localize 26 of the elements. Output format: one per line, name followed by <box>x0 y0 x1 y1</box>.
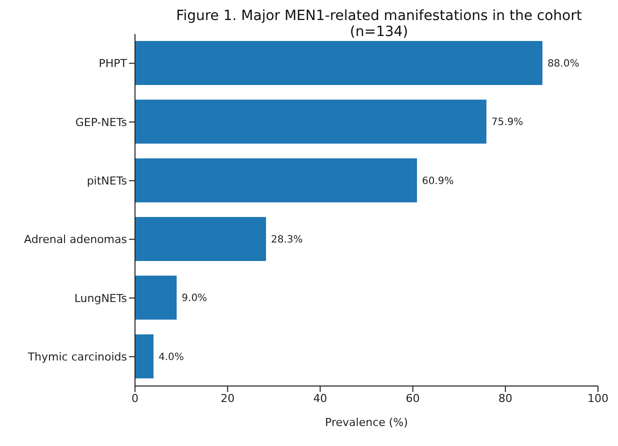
data-label: 28.3% <box>271 234 303 246</box>
y-tick-label: Thymic carcinoids <box>26 350 128 364</box>
x-tick-label: 0 <box>132 392 138 405</box>
x-tick-label: 60 <box>406 392 420 405</box>
chart-title: Figure 1. Major MEN1-related manifestations in the cohort (n=134) <box>175 8 583 40</box>
data-label: 60.9% <box>422 176 454 187</box>
y-tick-label: PHPT <box>98 57 128 70</box>
bar <box>135 217 266 261</box>
bar <box>135 334 154 378</box>
bar <box>135 41 542 85</box>
bar <box>135 100 486 144</box>
data-label: 75.9% <box>491 117 524 128</box>
y-tick-label: LungNETs <box>74 292 128 305</box>
data-label: 9.0% <box>182 293 208 304</box>
x-axis-title: Prevalence (%) <box>325 416 408 429</box>
bar <box>135 276 177 320</box>
y-tick-label: pitNETs <box>86 174 128 188</box>
y-tick-label: Adrenal adenomas <box>24 233 128 246</box>
x-tick-label: 80 <box>498 392 512 405</box>
x-tick-label: 20 <box>220 392 235 405</box>
data-label: 88.0% <box>547 58 580 70</box>
bar <box>135 158 417 202</box>
x-tick-label: 100 <box>588 392 608 405</box>
data-label: 4.0% <box>158 352 184 363</box>
y-tick-label: GEP-NETs <box>75 116 128 129</box>
x-tick-label: 40 <box>313 392 328 405</box>
